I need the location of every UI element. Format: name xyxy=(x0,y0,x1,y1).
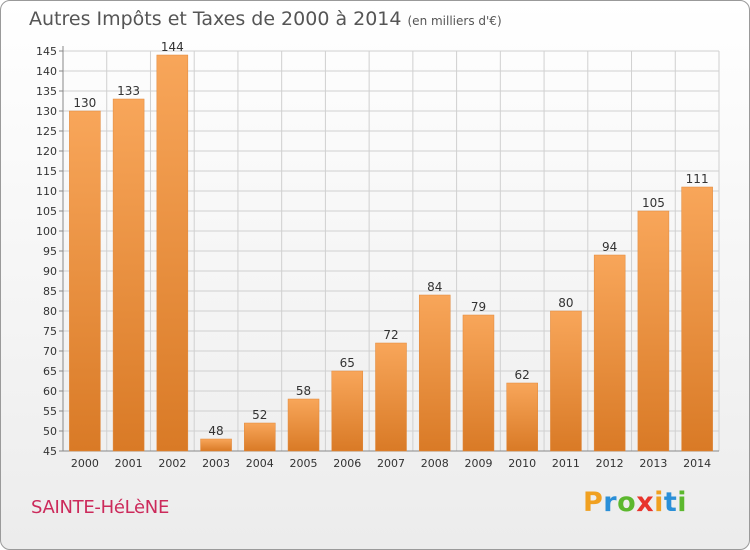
y-tick-label: 70 xyxy=(43,345,57,358)
bar xyxy=(418,294,451,452)
chart-subtitle: (en milliers d'€) xyxy=(407,14,502,28)
y-tick-label: 90 xyxy=(43,265,57,278)
data-label: 79 xyxy=(471,300,486,314)
logo-letter: o xyxy=(617,487,637,518)
y-tick-label: 130 xyxy=(36,105,57,118)
x-tick-label: 2010 xyxy=(508,457,536,470)
x-tick-label: 2014 xyxy=(683,457,711,470)
x-tick-label: 2012 xyxy=(596,457,624,470)
chart-title: Autres Impôts et Taxes de 2000 à 2014 xyxy=(29,8,402,30)
commune-name: SAINTE-HéLèNE xyxy=(31,497,170,518)
data-label: 111 xyxy=(686,172,709,186)
x-tick-label: 2013 xyxy=(639,457,667,470)
y-tick-label: 55 xyxy=(43,405,57,418)
data-label: 48 xyxy=(208,424,223,438)
x-tick-label: 2006 xyxy=(333,457,361,470)
x-tick-label: 2002 xyxy=(158,457,186,470)
y-tick-label: 85 xyxy=(43,285,57,298)
y-tick-label: 50 xyxy=(43,425,57,438)
proxiti-logo[interactable]: Proxiti xyxy=(583,487,687,518)
y-tick-label: 105 xyxy=(36,205,57,218)
bar xyxy=(200,438,232,452)
bar xyxy=(637,210,670,452)
x-tick-label: 2008 xyxy=(421,457,449,470)
data-label: 84 xyxy=(427,280,442,294)
y-tick-label: 95 xyxy=(43,245,57,258)
y-tick-label: 115 xyxy=(36,165,57,178)
data-label: 130 xyxy=(73,96,96,110)
logo-letter: i xyxy=(654,487,664,518)
labels: 45 50 55 60 65 70 75 80 85 90 95 100 105 110 115 120 125… xyxy=(36,40,711,470)
bar xyxy=(462,314,495,452)
y-tick-label: 65 xyxy=(43,365,57,378)
data-label: 65 xyxy=(340,356,355,370)
bar xyxy=(506,382,538,452)
bar xyxy=(375,342,407,452)
y-tick-label: 60 xyxy=(43,385,57,398)
x-tick-label: 2003 xyxy=(202,457,230,470)
x-tick-label: 2000 xyxy=(71,457,99,470)
y-tick-label: 125 xyxy=(36,125,57,138)
data-label: 52 xyxy=(252,408,267,422)
x-tick-label: 2011 xyxy=(552,457,580,470)
logo-letter: P xyxy=(583,487,604,518)
data-label: 58 xyxy=(296,384,311,398)
logo-letter: t xyxy=(663,487,678,518)
logo-letter: x xyxy=(636,487,655,518)
bar xyxy=(156,54,189,452)
bar xyxy=(593,254,626,452)
bar xyxy=(244,422,276,452)
bar xyxy=(550,310,582,452)
data-label: 62 xyxy=(515,368,530,382)
logo-letter: r xyxy=(603,487,618,518)
x-tick-label: 2005 xyxy=(290,457,318,470)
y-tick-label: 80 xyxy=(43,305,57,318)
y-tick-label: 100 xyxy=(36,225,57,238)
data-label: 144 xyxy=(161,40,184,54)
bar xyxy=(287,398,320,452)
y-tick-label: 75 xyxy=(43,325,57,338)
y-tick-label: 140 xyxy=(36,65,57,78)
data-label: 105 xyxy=(642,196,665,210)
y-tick-label: 45 xyxy=(43,445,57,458)
x-tick-label: 2004 xyxy=(246,457,274,470)
title-block: Autres Impôts et Taxes de 2000 à 2014 (en… xyxy=(29,8,502,30)
data-label: 94 xyxy=(602,240,617,254)
bar xyxy=(112,98,145,452)
y-tick-label: 145 xyxy=(36,45,57,58)
x-tick-label: 2007 xyxy=(377,457,405,470)
data-label: 80 xyxy=(558,296,573,310)
data-label: 133 xyxy=(117,84,140,98)
bar xyxy=(69,110,101,452)
data-label: 72 xyxy=(383,328,398,342)
logo-letter: i xyxy=(677,487,688,518)
y-tick-label: 110 xyxy=(36,185,57,198)
bars xyxy=(69,54,713,452)
bar xyxy=(681,186,713,452)
y-tick-label: 120 xyxy=(36,145,57,158)
bar xyxy=(331,370,364,452)
x-tick-label: 2009 xyxy=(464,457,492,470)
x-tick-label: 2001 xyxy=(115,457,143,470)
y-tick-label: 135 xyxy=(36,85,57,98)
